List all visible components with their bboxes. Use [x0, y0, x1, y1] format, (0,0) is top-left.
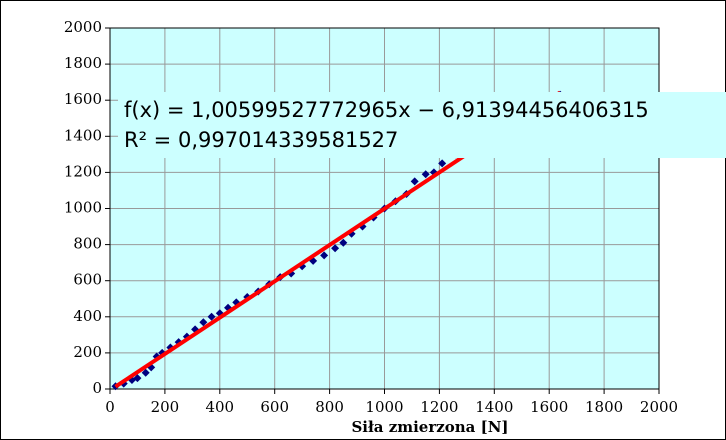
y-tick-label: 1000	[64, 199, 102, 217]
x-tick-label: 0	[105, 398, 115, 416]
point	[331, 244, 340, 253]
x-tick-label: 600	[260, 398, 289, 416]
point	[339, 238, 348, 247]
x-tick-label: 1000	[365, 398, 403, 416]
y-tick-label: 400	[73, 307, 102, 325]
point	[438, 159, 447, 168]
point	[320, 251, 329, 260]
x-tick-label: 200	[151, 398, 180, 416]
point	[199, 318, 208, 327]
equation-box	[118, 92, 726, 158]
point	[410, 177, 419, 186]
y-tick-label: 200	[73, 343, 102, 361]
y-tick-label: 1400	[64, 126, 102, 144]
x-axis-title: Siła zmierzona [N]	[351, 418, 508, 436]
trendline-r2: R² = 0,997014339581527	[124, 128, 398, 152]
point	[207, 312, 216, 321]
x-tick-label: 2000	[640, 398, 678, 416]
y-tick-label: 2000	[64, 18, 102, 36]
x-tick-label: 1600	[530, 398, 568, 416]
plot-border	[109, 27, 660, 390]
y-tick-label: 800	[73, 235, 102, 253]
x-tick-label: 400	[205, 398, 234, 416]
point	[141, 368, 150, 377]
point	[421, 170, 430, 179]
x-tick-label: 1800	[585, 398, 623, 416]
x-tick-label: 800	[315, 398, 344, 416]
x-tick-label: 1400	[475, 398, 513, 416]
y-tick-label: 1200	[64, 162, 102, 180]
trendline-equation: f(x) = 1,00599527772965x − 6,91394456406…	[124, 98, 649, 122]
y-tick-label: 0	[92, 379, 102, 397]
y-tick-label: 600	[73, 271, 102, 289]
y-tick-label: 1600	[64, 90, 102, 108]
point	[133, 374, 142, 383]
y-tick-label: 1800	[64, 54, 102, 72]
x-tick-label: 1200	[420, 398, 458, 416]
